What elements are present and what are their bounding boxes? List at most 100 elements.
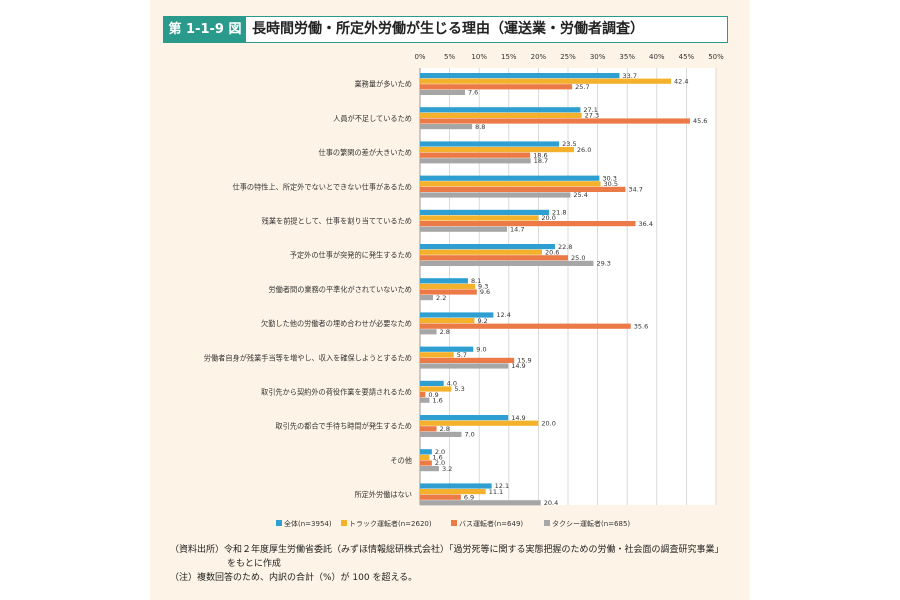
data-label: 42.4 [674, 77, 688, 85]
bar [420, 357, 515, 363]
x-tick-label: 5% [444, 53, 455, 61]
data-label: 12.4 [496, 311, 510, 319]
bar [420, 312, 494, 318]
bar [420, 255, 568, 261]
data-label: 7.0 [464, 431, 474, 439]
bar [420, 192, 571, 198]
bar [420, 415, 509, 421]
data-label: 25.4 [573, 191, 587, 199]
data-label: 25.0 [571, 254, 585, 262]
category-label: 仕事の繁閑の差が大きいため [319, 148, 412, 157]
legend-label: タクシー運転者(n=685) [552, 519, 630, 528]
bar [420, 175, 600, 181]
bar [420, 460, 432, 466]
data-label: 27.3 [585, 112, 599, 120]
bar [420, 147, 574, 153]
legend-swatch [341, 520, 347, 526]
data-label: 5.7 [457, 351, 467, 359]
category-label: 予定外の仕事が突発的に発生するため [290, 251, 412, 260]
legend-swatch [276, 520, 282, 526]
data-label: 14.9 [511, 362, 525, 370]
bar [420, 500, 541, 506]
x-tick-label: 35% [619, 53, 635, 61]
bar [420, 494, 461, 500]
data-label: 18.6 [533, 151, 547, 159]
bar [420, 380, 444, 386]
data-label: 3.2 [442, 465, 452, 473]
data-label: 2.0 [435, 448, 445, 456]
category-label: 労働者間の業務の平準化がされていないため [268, 285, 412, 294]
data-label: 25.7 [575, 83, 589, 91]
data-label: 11.1 [489, 488, 503, 496]
data-label: 20.4 [544, 499, 558, 507]
bar [420, 426, 437, 432]
bar [420, 158, 531, 164]
bar [420, 420, 539, 426]
category-label: 残業を前提として、仕事を割り当てているため [262, 217, 412, 226]
bar [420, 466, 439, 472]
x-tick-label: 0% [414, 53, 425, 61]
legend-swatch [544, 520, 550, 526]
bar [420, 289, 477, 295]
legend-swatch [451, 520, 457, 526]
bar [420, 221, 636, 227]
figure-notes: （資料出所）令和２年度厚生労働省委託（みずほ情報総研株式会社）「過労死等に関する… [170, 543, 745, 585]
bar [420, 318, 475, 324]
data-label: 5.3 [454, 385, 464, 393]
x-tick-label: 45% [679, 53, 695, 61]
bar [420, 226, 508, 232]
data-label: 4.0 [447, 380, 457, 388]
x-tick-label: 30% [590, 53, 606, 61]
data-label: 35.6 [634, 322, 648, 330]
bar [420, 283, 476, 289]
bar [420, 363, 509, 369]
data-label: 2.0 [435, 459, 445, 467]
x-tick-label: 50% [708, 53, 724, 61]
data-label: 34.7 [628, 186, 642, 194]
data-label: 30.5 [604, 180, 618, 188]
bar [420, 249, 542, 255]
figure-title: 長時間労働・所定外労働が生じる理由（運送業・労働者調査） [252, 21, 644, 37]
category-label: 取引先から契約外の荷役作業を要請されるため [261, 388, 412, 397]
bar [420, 215, 539, 221]
data-label: 22.8 [558, 243, 572, 251]
data-label: 33.7 [623, 72, 637, 80]
data-label: 14.7 [510, 225, 524, 233]
bar [420, 260, 594, 266]
legend-label: 全体(n=3954) [284, 519, 332, 528]
data-label: 2.8 [440, 328, 450, 336]
data-label: 29.3 [596, 260, 610, 268]
bar [420, 323, 631, 329]
data-label: 1.6 [432, 396, 442, 404]
bar [420, 329, 437, 335]
data-label: 9.2 [477, 317, 487, 325]
bar [420, 449, 432, 455]
data-label: 7.6 [468, 89, 478, 97]
category-label: 所定外労働はない [354, 490, 412, 499]
category-label: 人員が不足しているため [333, 114, 412, 123]
bar [420, 181, 601, 187]
data-label: 30.3 [602, 174, 616, 182]
footnote: （注）複数回答のため、内訳の合計（%）が 100 を超える。 [170, 573, 418, 583]
data-label: 1.6 [432, 454, 442, 462]
source-note-continued: をもとに作成 [227, 559, 281, 569]
data-label: 6.9 [464, 493, 474, 501]
category-label: 取引先の都合で手待ち時間が発生するため [275, 422, 412, 431]
data-label: 15.9 [517, 357, 531, 365]
data-label: 27.1 [583, 106, 597, 114]
data-label: 36.4 [638, 220, 652, 228]
bar [420, 209, 550, 215]
bar [420, 397, 430, 403]
category-label: 欠勤した他の労働者の埋め合わせが必要なため [261, 319, 412, 328]
bar [420, 84, 573, 90]
data-label: 21.8 [552, 209, 566, 217]
data-label: 18.7 [534, 157, 548, 165]
source-note: （資料出所）令和２年度厚生労働省委託（みずほ情報総研株式会社）「過労死等に関する… [170, 545, 724, 555]
figure-header: 第 1-1-9 図 長時間労働・所定外労働が生じる理由（運送業・労働者調査） [163, 16, 728, 43]
data-label: 45.6 [693, 117, 707, 125]
bar [420, 454, 430, 460]
data-label: 2.8 [440, 425, 450, 433]
category-label: 業務量が多いため [354, 80, 412, 89]
bar [420, 352, 454, 358]
